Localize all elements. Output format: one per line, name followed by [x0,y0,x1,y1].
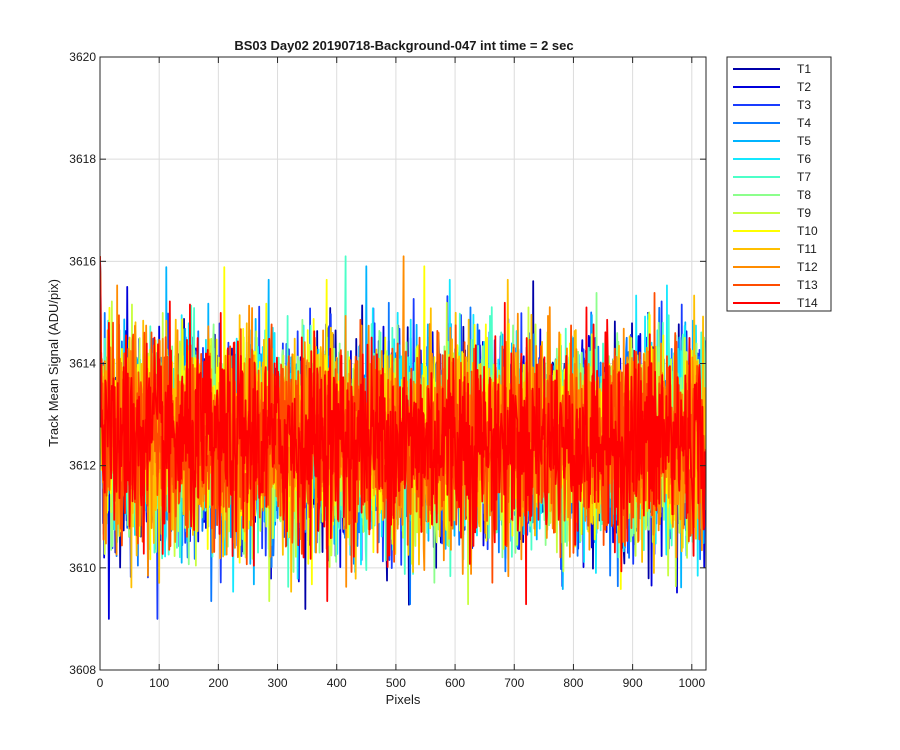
y-tick-label: 3620 [69,50,96,64]
y-tick-label: 3618 [69,152,96,166]
y-tick-label: 3610 [69,561,96,575]
legend-label-t5: T5 [797,134,811,148]
x-tick-label: 800 [563,676,583,690]
legend-label-t8: T8 [797,188,811,202]
chart-title: BS03 Day02 20190718-Background-047 int t… [234,38,573,53]
legend-label-t10: T10 [797,224,818,238]
axis-ticks: 0 100 200 300 400 500 600 700 800 900 1000 3608 3610… [69,50,706,690]
legend-label-t2: T2 [797,80,811,94]
x-tick-label: 600 [445,676,465,690]
legend-label-t9: T9 [797,206,811,220]
legend-label-t11: T11 [797,242,817,256]
x-tick-label: 1000 [678,676,705,690]
y-tick-label: 3608 [69,663,96,677]
y-tick-label: 3612 [69,459,96,473]
legend-label-t14: T14 [797,296,818,310]
x-tick-label: 0 [97,676,104,690]
x-tick-label: 300 [268,676,288,690]
legend-label-t1: T1 [797,62,811,76]
x-tick-label: 100 [149,676,169,690]
legend-label-t6: T6 [797,152,811,166]
y-axis-label: Track Mean Signal (ADU/pix) [46,279,61,447]
x-tick-label: 200 [208,676,228,690]
legend-label-t13: T13 [797,278,818,292]
x-axis-label: Pixels [386,692,421,707]
series-line-t14 [100,256,706,606]
legend: T1 T2 T3 T4 T5 T6 T7 T8 T9 T10 T11 T12 T13 T14 [726,56,832,312]
legend-label-t3: T3 [797,98,811,112]
legend-box [726,56,832,312]
legend-label-t7: T7 [797,170,811,184]
x-tick-label: 400 [327,676,347,690]
series-layer [100,255,706,620]
y-tick-label: 3614 [69,357,96,371]
legend-label-t4: T4 [797,116,811,130]
x-tick-label: 700 [504,676,524,690]
y-tick-label: 3616 [69,254,96,268]
x-tick-label: 500 [386,676,406,690]
legend-label-t12: T12 [797,260,818,274]
x-tick-label: 900 [623,676,643,690]
